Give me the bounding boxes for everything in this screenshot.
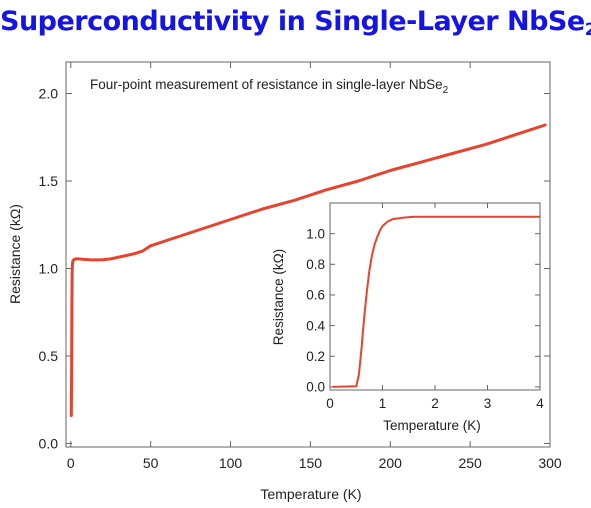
main-y-tick-label: 0.5: [39, 348, 59, 364]
main-y-tick-label: 2.0: [39, 85, 59, 101]
inset-y-tick-label: 0.0: [306, 380, 325, 395]
inset-axes: 0 1 2 3 4 0.0 0.2 0.4 0.6 0.8 1.0: [306, 203, 544, 411]
inset-x-tick-label: 2: [431, 396, 439, 411]
main-x-tick-label: 200: [379, 455, 403, 471]
inset-y-tick-label: 0.6: [306, 288, 325, 303]
main-resistance-line: [69, 123, 547, 417]
main-axes: 0 50 100 150 200 250 300 0.0 0.5 1.0 1.5 2.0: [39, 62, 562, 471]
main-y-tick-label: 0.0: [39, 435, 59, 451]
inset-x-tick-label: 1: [379, 396, 387, 411]
main-plot-title: Four-point measurement of resistance in …: [90, 77, 449, 96]
inset-y-axis-label: Resistance (kΩ): [271, 249, 286, 345]
main-x-tick-label: 50: [143, 455, 159, 471]
inset-x-tick-label: 0: [326, 396, 334, 411]
inset-resistance-line: [332, 215, 540, 388]
slide-title: Superconductivity in Single-Layer NbSe2: [0, 6, 591, 40]
main-plot-frame: [65, 61, 551, 448]
slide-title-subscript: 2: [584, 20, 591, 40]
inset-y-tick-label: 0.2: [306, 349, 325, 364]
inset-x-tick-label: 3: [484, 396, 492, 411]
main-y-axis-label: Resistance (kΩ): [7, 204, 23, 304]
main-x-tick-label: 0: [67, 455, 75, 471]
inset-x-tick-label: 4: [536, 396, 544, 411]
inset-y-tick-label: 0.4: [306, 318, 325, 333]
inset-background: [330, 203, 540, 390]
inset-x-axis-label: Temperature (K): [383, 418, 481, 433]
main-x-tick-label: 250: [458, 455, 482, 471]
main-x-tick-label: 150: [299, 455, 323, 471]
main-x-tick-label: 100: [219, 455, 243, 471]
main-y-tick-label: 1.5: [39, 173, 59, 189]
slide-title-text: Superconductivity in Single-Layer NbSe: [0, 6, 585, 37]
main-x-tick-label: 300: [538, 455, 562, 471]
inset-y-tick-label: 1.0: [306, 226, 325, 241]
main-x-axis-label: Temperature (K): [260, 486, 361, 502]
main-y-tick-label: 1.0: [39, 260, 59, 276]
inset-y-tick-label: 0.8: [306, 257, 325, 272]
